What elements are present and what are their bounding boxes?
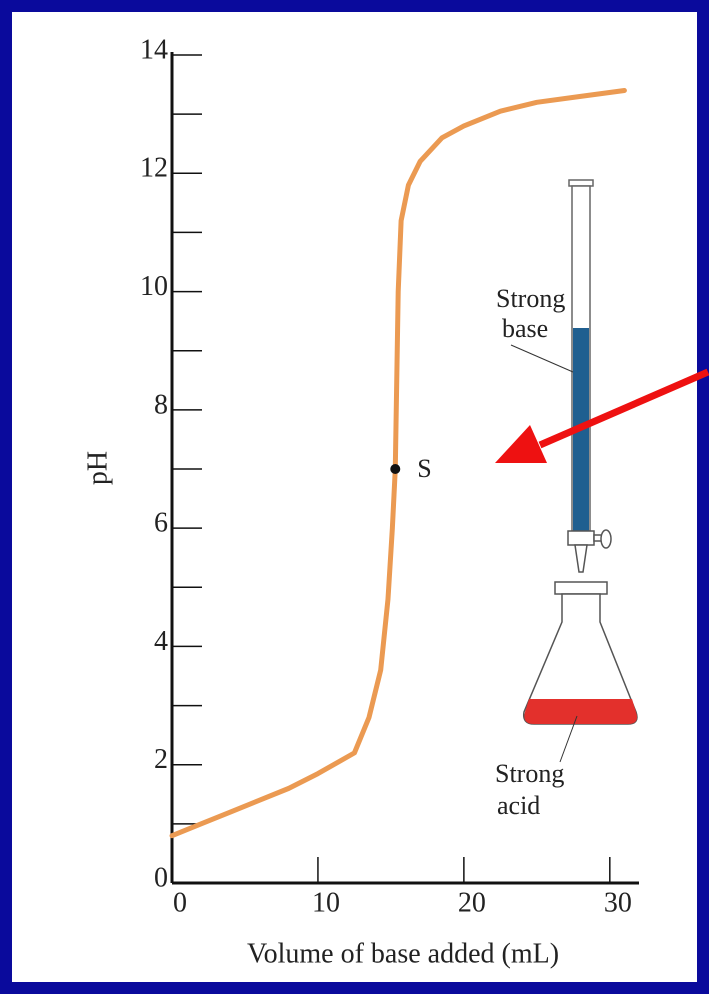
base-label: Strong [496,284,565,313]
x-tick-label: 10 [312,887,340,918]
y-tick-label: 2 [154,744,168,775]
point-label: S [417,454,431,483]
x-tick-label: 20 [458,887,486,918]
slide: Strong base Strong acid Volume of base a… [0,0,709,994]
equivalence-point [390,464,400,474]
y-tick-label: 8 [154,389,168,420]
y-tick-label: 12 [140,153,168,184]
y-axis-label: pH [82,451,113,485]
acid-label: Strong [495,759,564,788]
y-tick-label: 10 [140,271,168,302]
y-tick-label: 14 [140,34,168,65]
x-tick-label: 0 [173,887,187,918]
slide-panel [12,12,697,982]
x-axis-label: Volume of base added (mL) [247,938,559,969]
y-tick-label: 6 [154,508,168,539]
acid-label: acid [497,791,540,820]
y-tick-label: 0 [154,862,168,893]
y-tick-label: 4 [154,626,168,657]
x-tick-label: 30 [604,887,632,918]
base-label: base [502,314,548,343]
